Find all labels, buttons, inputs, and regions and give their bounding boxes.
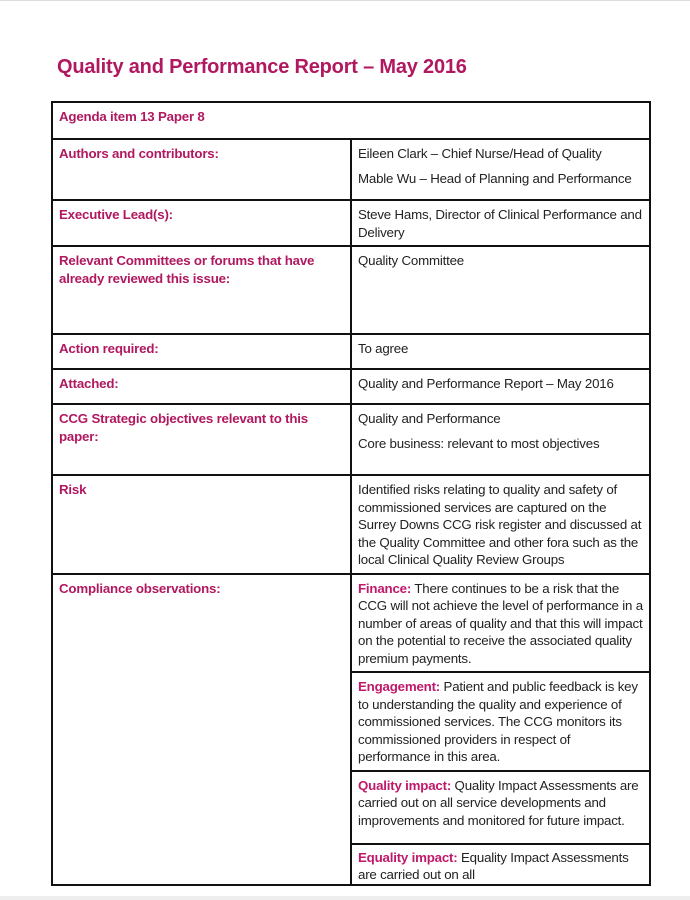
author-2: Mable Wu – Head of Planning and Performa… [358,170,632,186]
author-1: Eileen Clark – Chief Nurse/Head of Quali… [358,146,602,161]
compliance-item: Finance: There continues to be a risk th… [350,572,651,673]
item-text: There continues to be a risk that the CC… [358,580,643,666]
row-label: Executive Lead(s): [51,199,352,247]
table-row: Relevant Committees or forums that have … [51,245,651,335]
item-heading: Equality impact: [358,849,458,865]
row-value: To agree [350,333,651,370]
compliance-row: Compliance observations: Finance: There … [51,572,651,886]
table-row: Action required: To agree [51,333,651,370]
table-row: Executive Lead(s): Steve Hams, Director … [51,199,651,247]
row-value: Steve Hams, Director of Clinical Perform… [350,199,651,247]
row-value: Quality and Performance Report – May 201… [350,368,651,405]
item-text: Equality Impact Assessments are carried … [358,849,629,883]
compliance-row: Equality impact: Equality Impact Assessm… [52,842,651,886]
page-title: Quality and Performance Report – May 201… [57,56,467,78]
row-label: Compliance observations: [51,572,352,886]
table-row: CCG Strategic objectives relevant to thi… [51,403,651,476]
item-heading: Finance: [358,580,412,596]
agenda-label: Agenda item 13 Paper 8 [51,101,651,140]
item-text: Patient and public feedback is key to un… [358,679,638,764]
row-label: CCG Strategic objectives relevant to thi… [51,403,352,476]
row-label: Authors and contributors: [51,138,352,201]
item-heading: Quality impact: [358,777,452,793]
objective-1: Quality and Performance [358,411,501,426]
cover-sheet-table: Agenda item 13 Paper 8 Authors and contr… [51,101,651,886]
compliance-item: Equality impact: Equality Impact Assessm… [350,842,651,886]
row-value: Identified risks relating to quality and… [350,474,651,575]
item-text: Quality Impact Assessments are carried o… [358,777,639,828]
row-value: Quality and Performance Core business: re… [350,403,651,476]
table-row: Authors and contributors: Eileen Clark –… [51,138,651,201]
agenda-row: Agenda item 13 Paper 8 [51,101,651,140]
page-bottom-edge [0,896,690,900]
compliance-row: Engagement: Patient and public feedback … [52,671,651,772]
page-top-edge [0,0,690,1]
row-label: Risk [51,474,352,575]
item-heading: Engagement: [358,679,441,694]
compliance-row: Quality impact: Quality Impact Assessmen… [52,769,651,845]
compliance-item: Quality impact: Quality Impact Assessmen… [350,769,651,845]
table-row: Risk Identified risks relating to qualit… [51,474,651,575]
row-label: Action required: [51,333,352,370]
objective-2: Core business: relevant to most objectiv… [358,435,600,451]
row-value: Quality Committee [350,245,651,335]
table-row: Attached: Quality and Performance Report… [51,368,651,405]
row-value: Eileen Clark – Chief Nurse/Head of Quali… [350,138,651,201]
row-label: Relevant Committees or forums that have … [51,245,352,335]
row-label: Attached: [51,368,352,405]
compliance-item: Engagement: Patient and public feedback … [350,671,651,772]
